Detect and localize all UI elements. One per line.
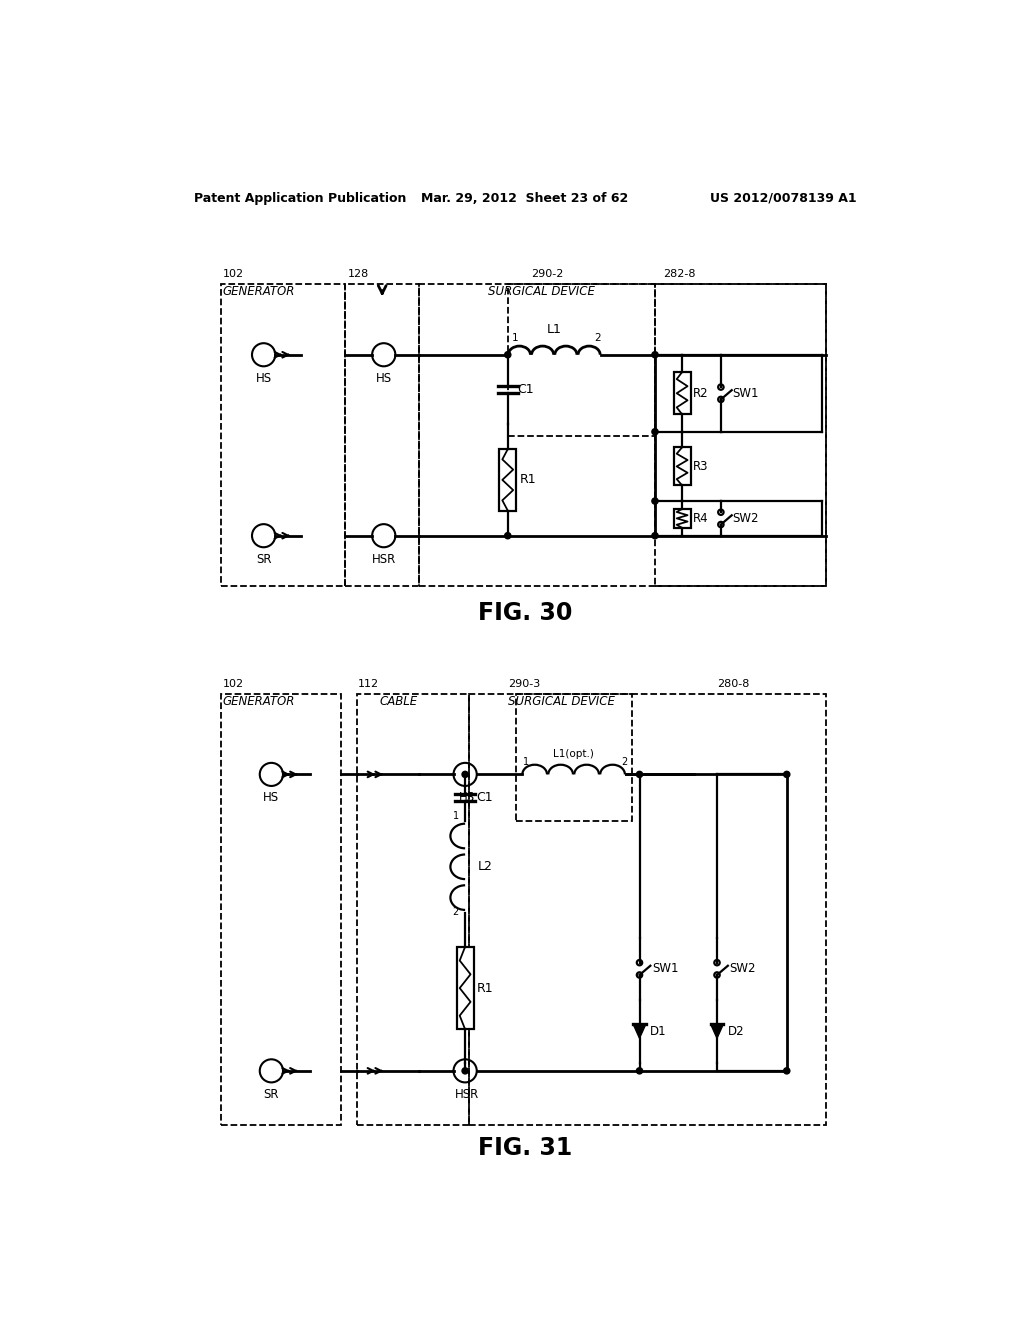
Circle shape <box>783 771 790 777</box>
Text: D1: D1 <box>650 1024 667 1038</box>
Text: 128: 128 <box>348 269 370 280</box>
Text: 112: 112 <box>358 678 379 689</box>
Text: GENERATOR: GENERATOR <box>222 696 295 708</box>
Text: R3: R3 <box>693 459 709 473</box>
Text: SW2: SW2 <box>732 512 759 525</box>
Text: 1: 1 <box>523 758 529 767</box>
Text: SW2: SW2 <box>729 962 756 975</box>
Circle shape <box>505 351 511 358</box>
Bar <box>356 693 469 1125</box>
Text: 282-8: 282-8 <box>663 269 695 280</box>
Text: 1: 1 <box>453 810 459 821</box>
Bar <box>674 508 690 528</box>
Circle shape <box>783 1068 790 1074</box>
Circle shape <box>636 771 643 777</box>
Text: GENERATOR: GENERATOR <box>222 285 295 298</box>
Text: 1: 1 <box>512 333 518 343</box>
Text: HS: HS <box>459 792 475 804</box>
Bar <box>469 693 825 1125</box>
Circle shape <box>652 429 658 434</box>
Bar <box>655 284 825 586</box>
Text: Patent Application Publication: Patent Application Publication <box>194 191 407 205</box>
Bar <box>508 284 655 436</box>
Circle shape <box>636 1068 643 1074</box>
Text: FIG. 30: FIG. 30 <box>477 601 572 624</box>
Circle shape <box>652 532 658 539</box>
Bar <box>419 284 825 586</box>
Text: 102: 102 <box>222 269 244 280</box>
Text: R1: R1 <box>477 982 494 994</box>
Text: HS: HS <box>263 792 280 804</box>
Bar <box>221 693 341 1125</box>
Text: 2: 2 <box>621 758 627 767</box>
Text: L1: L1 <box>547 323 562 337</box>
Bar <box>674 447 690 486</box>
Text: HS: HS <box>376 372 392 384</box>
Bar <box>515 693 632 821</box>
Bar <box>500 449 516 511</box>
Bar <box>674 372 690 414</box>
Polygon shape <box>633 1024 646 1039</box>
Bar <box>221 284 345 586</box>
Text: L1(opt.): L1(opt.) <box>553 748 594 759</box>
Bar <box>457 946 474 1030</box>
Text: HS: HS <box>256 372 271 384</box>
Text: HSR: HSR <box>372 553 396 566</box>
Text: SR: SR <box>256 553 271 566</box>
Text: R1: R1 <box>519 474 536 486</box>
Circle shape <box>652 351 658 358</box>
Text: 280-8: 280-8 <box>717 678 750 689</box>
Text: C1: C1 <box>517 383 534 396</box>
Text: L2: L2 <box>477 861 493 874</box>
Text: C1: C1 <box>476 791 493 804</box>
Text: D2: D2 <box>728 1024 744 1038</box>
Text: SURGICAL DEVICE: SURGICAL DEVICE <box>488 285 595 298</box>
Text: SW1: SW1 <box>732 387 759 400</box>
Text: SURGICAL DEVICE: SURGICAL DEVICE <box>508 696 614 708</box>
Text: HSR: HSR <box>455 1088 479 1101</box>
Bar <box>345 284 419 586</box>
Text: 2: 2 <box>453 907 459 916</box>
Text: Mar. 29, 2012  Sheet 23 of 62: Mar. 29, 2012 Sheet 23 of 62 <box>421 191 629 205</box>
Circle shape <box>652 498 658 504</box>
Circle shape <box>505 532 511 539</box>
Text: US 2012/0078139 A1: US 2012/0078139 A1 <box>710 191 856 205</box>
Text: R2: R2 <box>693 387 709 400</box>
Text: CABLE: CABLE <box>380 696 418 708</box>
Text: 290-3: 290-3 <box>508 678 540 689</box>
Text: R4: R4 <box>693 512 709 525</box>
Text: FIG. 31: FIG. 31 <box>477 1135 572 1160</box>
Text: SR: SR <box>263 1088 280 1101</box>
Text: 2: 2 <box>595 333 601 343</box>
Text: 290-2: 290-2 <box>531 269 563 280</box>
Text: SW1: SW1 <box>652 962 678 975</box>
Text: 102: 102 <box>222 678 244 689</box>
Circle shape <box>462 771 468 777</box>
Circle shape <box>462 1068 468 1074</box>
Polygon shape <box>711 1024 723 1039</box>
